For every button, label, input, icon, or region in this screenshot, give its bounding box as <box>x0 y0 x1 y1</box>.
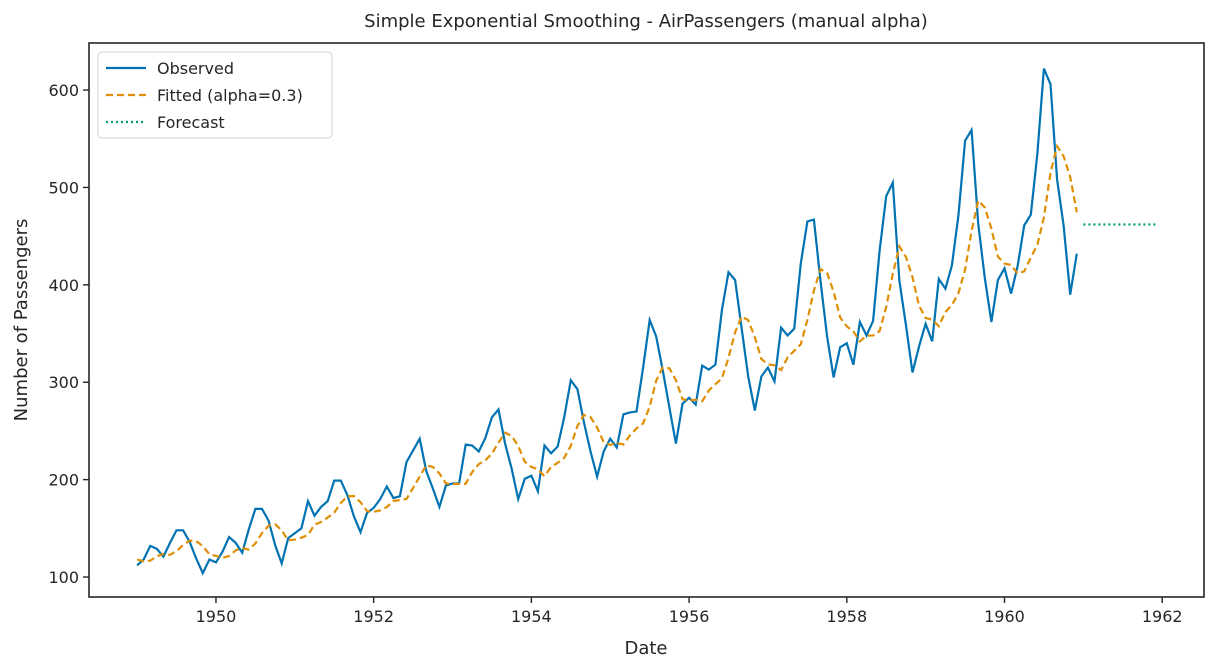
x-tick-label: 1960 <box>984 607 1025 626</box>
y-tick-label: 600 <box>48 81 79 100</box>
x-tick-label: 1958 <box>826 607 867 626</box>
legend: Observed Fitted (alpha=0.3) Forecast <box>97 51 333 139</box>
x-tick-label: 1954 <box>511 607 552 626</box>
y-tick-label: 200 <box>48 471 79 490</box>
fitted-line <box>136 143 1078 563</box>
y-axis-label: Number of Passengers <box>11 219 32 422</box>
y-tick-label: 300 <box>48 373 79 392</box>
x-tick-label: 1952 <box>353 607 394 626</box>
x-tick-label: 1962 <box>1142 607 1183 626</box>
chart-title: Simple Exponential Smoothing - AirPassen… <box>364 11 928 32</box>
x-tick-label: 1956 <box>669 607 710 626</box>
x-tick-label: 1950 <box>196 607 237 626</box>
observed-line <box>136 68 1078 576</box>
legend-label: Fitted (alpha=0.3) <box>157 86 303 105</box>
y-tick-label: 400 <box>48 276 79 295</box>
y-tick-label: 500 <box>48 178 79 197</box>
legend-label: Forecast <box>157 113 225 132</box>
x-axis-label: Date <box>624 638 667 659</box>
y-tick-label: 100 <box>48 568 79 587</box>
plot-frame <box>88 42 1205 598</box>
legend-label: Observed <box>157 59 234 78</box>
